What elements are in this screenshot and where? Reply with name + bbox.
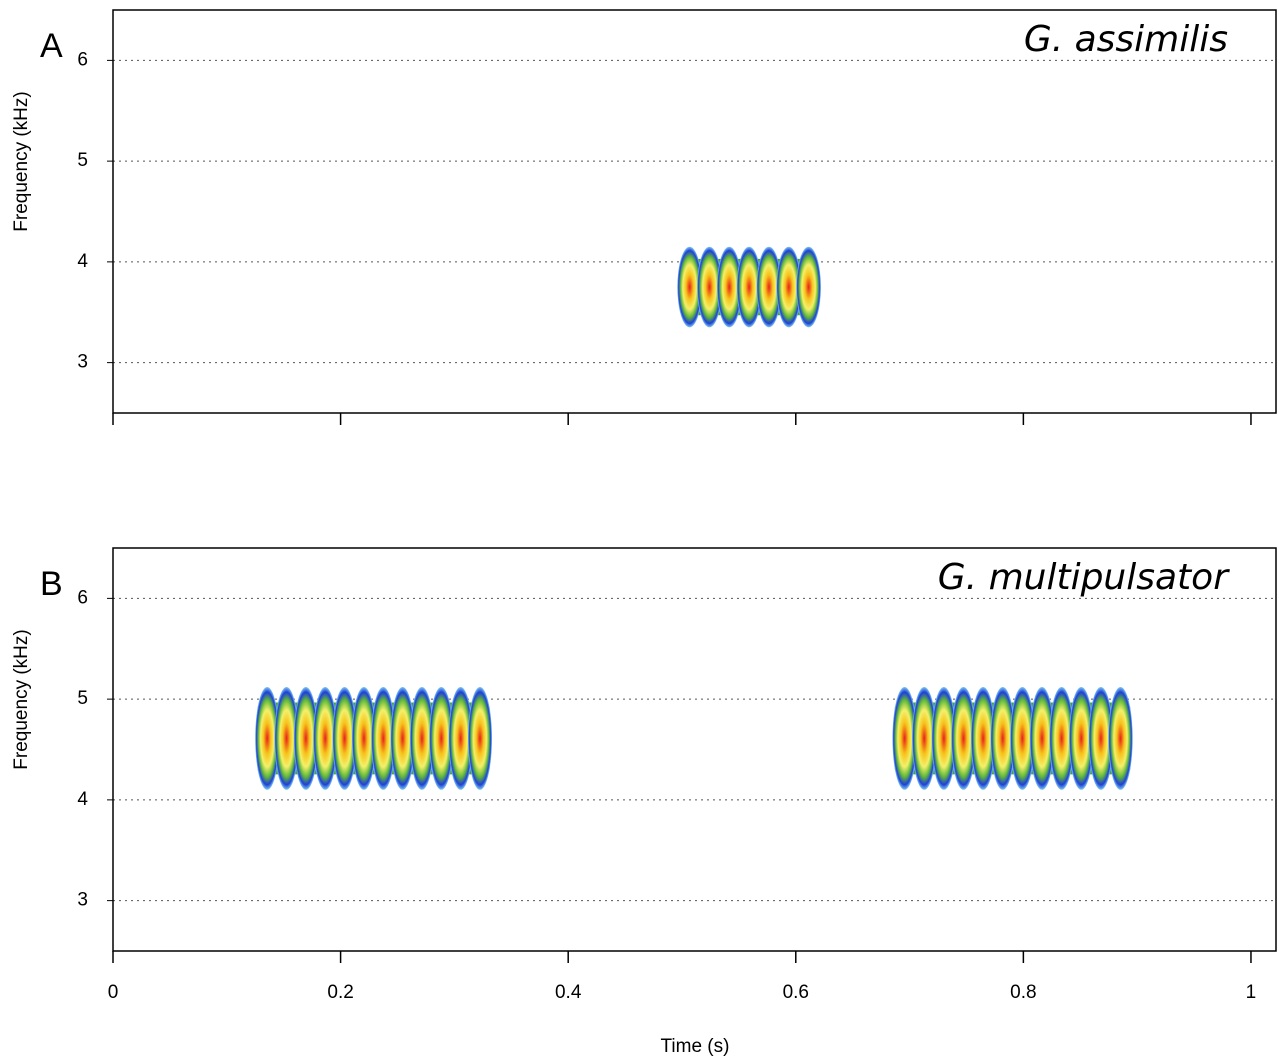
call-segment (255, 687, 492, 790)
pulse (796, 246, 821, 328)
pulse (332, 687, 357, 790)
pulse (409, 687, 434, 790)
y-tick-label: 6 (77, 49, 88, 70)
pulse (892, 687, 917, 790)
x-tick-label: 0.4 (555, 982, 582, 1003)
y-tick-label: 6 (77, 587, 88, 608)
x-tick-label: 0 (108, 982, 119, 1003)
pulse (697, 246, 722, 328)
y-tick-label: 3 (77, 352, 88, 373)
call-segment (677, 246, 821, 328)
pulse (429, 687, 454, 790)
pulse (1108, 687, 1133, 790)
y-tick-label: 4 (77, 789, 88, 810)
pulse (371, 687, 396, 790)
pulse (1010, 687, 1035, 790)
pulse (390, 687, 415, 790)
plot-frame (112, 9, 1277, 414)
pulse (274, 687, 299, 790)
y-axis-label: Frequency (kHz) (11, 629, 32, 769)
panel-letter: B (40, 565, 63, 603)
x-tick-label: 0.2 (327, 982, 353, 1003)
pulse (990, 687, 1015, 790)
plot-frame (112, 547, 1277, 952)
pulse (293, 687, 318, 790)
pulse (951, 687, 976, 790)
pulse (255, 687, 280, 790)
pulse (931, 687, 957, 790)
y-tick-label: 5 (77, 150, 88, 171)
panel-letter: A (40, 27, 63, 65)
y-axis-label: Frequency (kHz) (11, 91, 32, 231)
pulse (313, 687, 338, 790)
pulse (776, 246, 802, 328)
species-title: G. multipulsator (938, 557, 1230, 598)
pulse (1069, 687, 1094, 790)
y-tick-label: 4 (77, 251, 88, 272)
pulse (1049, 687, 1074, 790)
pulse (448, 687, 473, 790)
species-title: G. assimilis (1024, 19, 1228, 60)
x-axis-label: Time (s) (661, 1036, 730, 1057)
x-tick-label: 0.6 (783, 982, 809, 1003)
pulse (756, 246, 782, 328)
pulse (1029, 687, 1055, 790)
pulse (1088, 687, 1114, 790)
pulse (970, 687, 996, 790)
y-tick-label: 5 (77, 688, 88, 709)
pulse (677, 246, 702, 328)
x-tick-label: 1 (1246, 982, 1257, 1003)
pulse (716, 246, 742, 328)
pulse (736, 246, 762, 328)
pulse (467, 687, 492, 790)
call-segment (892, 687, 1133, 790)
pulse (912, 687, 937, 790)
pulse (351, 687, 376, 790)
x-tick-label: 0.8 (1010, 982, 1036, 1003)
y-tick-label: 3 (77, 890, 88, 911)
